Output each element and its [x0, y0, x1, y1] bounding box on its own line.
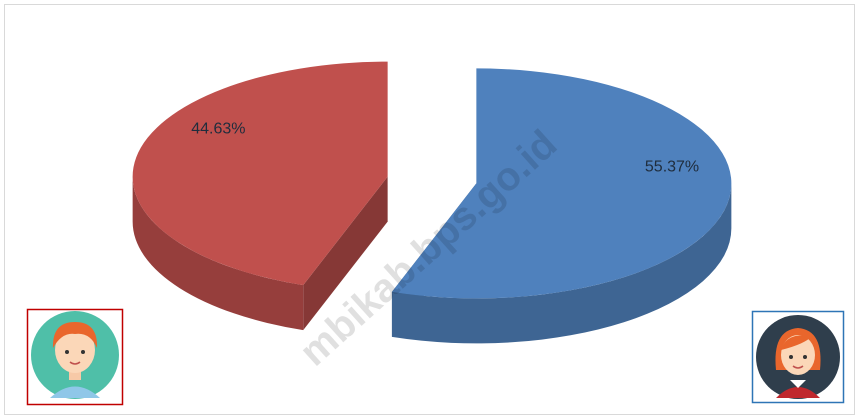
pie: 44.63% 55.37%	[132, 61, 732, 344]
data-label: 55.37%	[645, 159, 699, 176]
slice	[132, 61, 388, 286]
slice: 55.37%	[391, 68, 732, 344]
slice-side	[303, 176, 388, 331]
data-label: 44.63%	[191, 121, 245, 138]
slice	[391, 68, 732, 299]
female-icon	[751, 310, 845, 404]
slice-wall	[391, 183, 732, 344]
slice-wall	[132, 176, 304, 331]
slice: 44.63%	[132, 61, 388, 331]
male-icon	[26, 308, 124, 406]
